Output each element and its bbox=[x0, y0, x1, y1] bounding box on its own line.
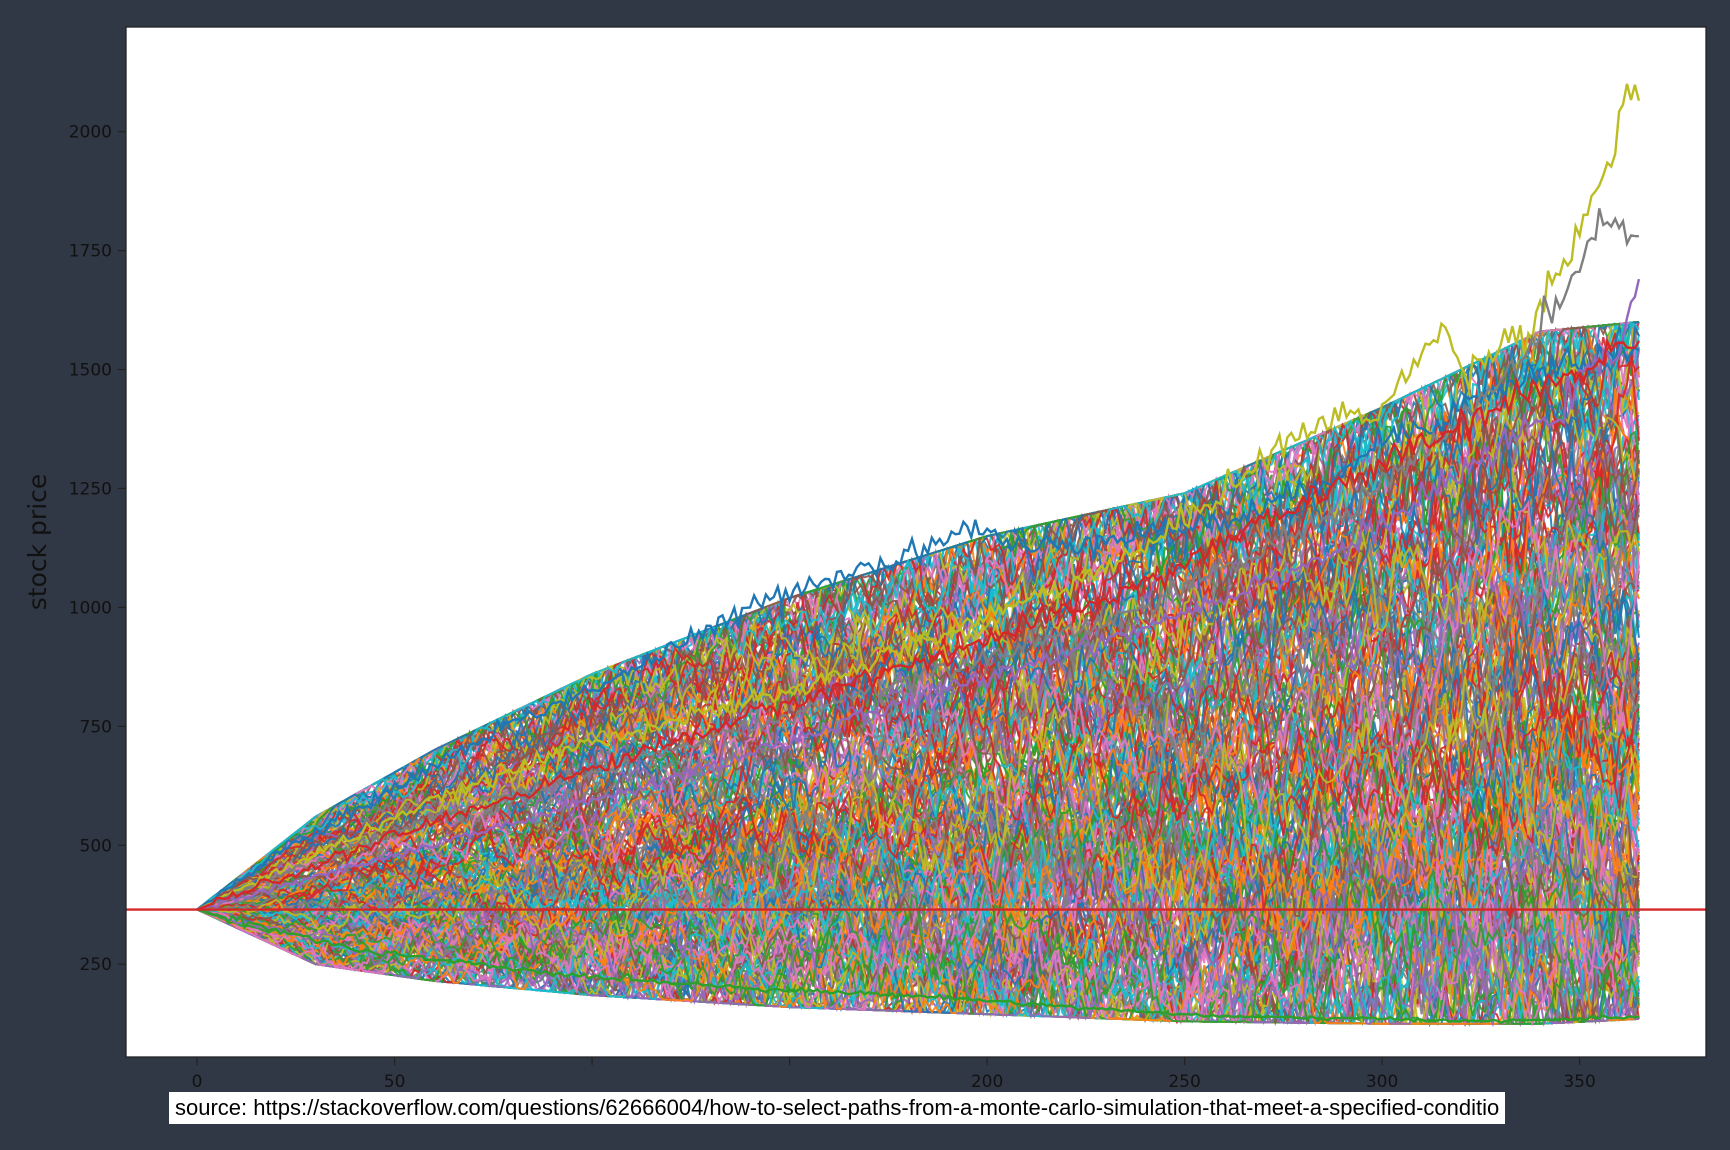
highlight-path-4 bbox=[196, 278, 1641, 911]
highlighted-paths bbox=[196, 83, 1641, 1025]
simulation-path bbox=[196, 841, 1639, 1028]
simulation-path bbox=[197, 592, 1640, 911]
highlight-path-1 bbox=[196, 339, 1640, 911]
y-tick-label: 500 bbox=[80, 836, 112, 856]
simulation-path bbox=[196, 872, 1640, 1025]
simulation-path bbox=[196, 354, 1640, 911]
y-tick-label: 1250 bbox=[69, 479, 112, 499]
simulation-path bbox=[197, 588, 1640, 923]
y-tick-label: 750 bbox=[80, 717, 112, 737]
simulation-path bbox=[197, 645, 1640, 928]
simulation-path bbox=[196, 654, 1640, 911]
y-tick-label: 1500 bbox=[69, 361, 112, 381]
simulation-path bbox=[196, 408, 1640, 911]
y-axis: 250 500 750 1000 1250 1500 1750 2000 bbox=[69, 123, 126, 975]
y-tick-label: 2000 bbox=[69, 123, 112, 143]
y-tick-label: 1750 bbox=[69, 242, 112, 262]
simulation-path bbox=[196, 805, 1640, 979]
highlight-path-6 bbox=[196, 908, 1640, 1025]
highlight-path-3 bbox=[196, 208, 1639, 911]
x-tick-label: 300 bbox=[1366, 1072, 1398, 1092]
simulation-path bbox=[197, 713, 1640, 944]
source-caption: source: https://stackoverflow.com/questi… bbox=[169, 1092, 1506, 1124]
x-tick-label: 0 bbox=[192, 1072, 203, 1092]
highlight-path-5 bbox=[196, 337, 1640, 911]
highlight-path-2 bbox=[196, 83, 1641, 911]
plot-frame bbox=[125, 26, 1707, 1058]
simulation-path bbox=[197, 676, 1640, 960]
x-tick-label: 200 bbox=[971, 1072, 1003, 1092]
simulation-path bbox=[196, 709, 1640, 968]
y-axis-label: stock price bbox=[23, 474, 52, 611]
x-tick-label: 50 bbox=[384, 1072, 406, 1092]
x-axis: 0 50 200 250 300 350 bbox=[192, 1057, 1596, 1092]
x-tick-label: 250 bbox=[1168, 1072, 1200, 1092]
y-tick-label: 1000 bbox=[69, 598, 112, 618]
simulation-path bbox=[196, 908, 1640, 1025]
simulation-path bbox=[196, 326, 1640, 911]
y-tick-label: 250 bbox=[80, 955, 112, 975]
x-tick-label: 350 bbox=[1563, 1072, 1595, 1092]
simulation-path bbox=[196, 499, 1640, 911]
simulation-path bbox=[197, 727, 1640, 938]
